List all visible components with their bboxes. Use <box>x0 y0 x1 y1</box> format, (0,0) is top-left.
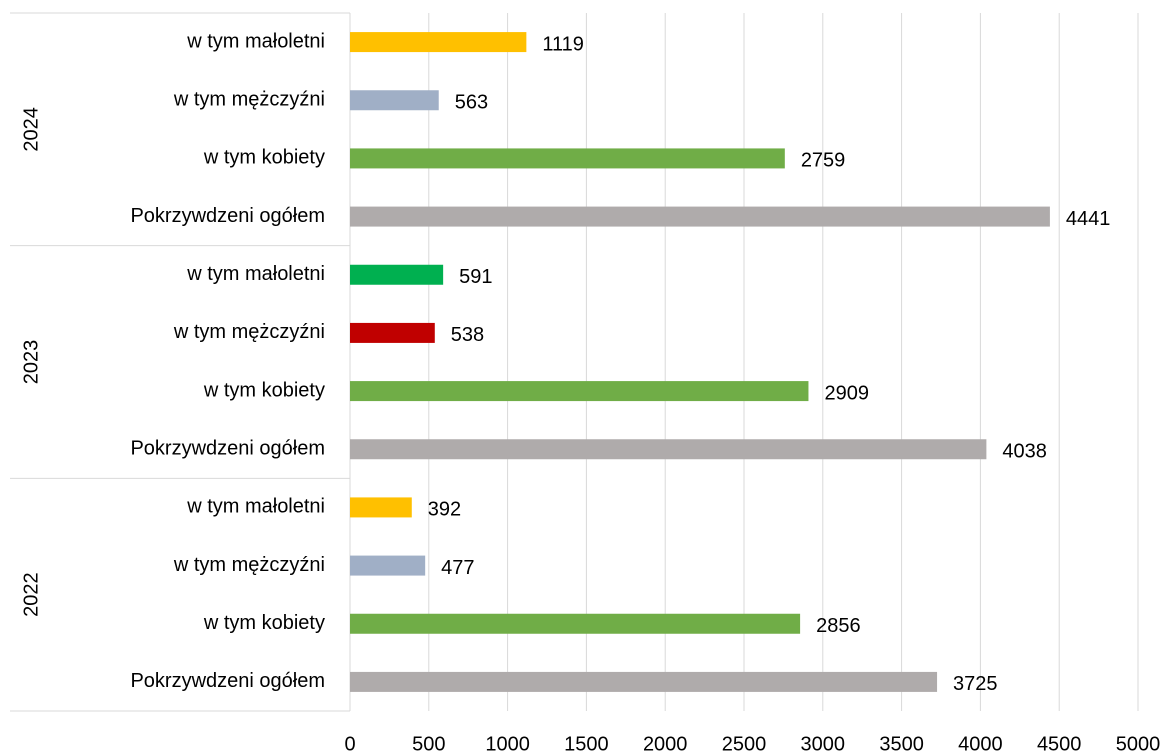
category-label: Pokrzywdzeni ogółem <box>130 438 325 460</box>
bar <box>350 613 801 634</box>
value-label: 4038 <box>1002 441 1047 463</box>
category-label: w tym małoletni <box>186 496 325 518</box>
bar <box>350 439 987 460</box>
value-label: 538 <box>451 324 484 346</box>
value-label: 3725 <box>953 673 998 695</box>
x-tick-label: 500 <box>412 733 445 755</box>
x-tick-label: 1000 <box>485 733 530 755</box>
value-label: 563 <box>455 92 488 114</box>
value-label: 2759 <box>801 150 846 172</box>
bar <box>350 32 527 53</box>
category-label: w tym kobiety <box>203 612 325 634</box>
bar <box>350 497 412 518</box>
value-label: 2909 <box>824 382 869 404</box>
category-label: w tym kobiety <box>203 147 325 169</box>
bar <box>350 322 435 343</box>
bar <box>350 555 426 576</box>
value-label: 1119 <box>542 33 584 55</box>
x-tick-label: 1500 <box>564 733 609 755</box>
value-label: 392 <box>428 499 461 521</box>
x-tick-label: 5000 <box>1116 733 1161 755</box>
bar <box>350 381 809 402</box>
group-label: 2023 <box>20 340 42 385</box>
category-label: w tym małoletni <box>186 30 325 52</box>
x-tick-label: 3000 <box>801 733 846 755</box>
bar <box>350 206 1050 227</box>
category-label: w tym mężczyźni <box>173 321 325 343</box>
bar <box>350 671 938 692</box>
x-tick-label: 4000 <box>958 733 1003 755</box>
x-tick-label: 2000 <box>643 733 688 755</box>
value-label: 591 <box>459 266 492 288</box>
category-label: w tym mężczyźni <box>173 89 325 111</box>
bar <box>350 90 439 111</box>
value-label: 477 <box>441 557 474 579</box>
value-label: 4441 <box>1066 208 1111 230</box>
category-label: Pokrzywdzeni ogółem <box>130 670 325 692</box>
x-tick-label: 4500 <box>1037 733 1082 755</box>
x-tick-label: 2500 <box>722 733 767 755</box>
x-tick-label: 3500 <box>879 733 924 755</box>
category-label: w tym małoletni <box>186 263 325 285</box>
value-label: 2856 <box>816 615 861 637</box>
group-label: 2022 <box>20 572 42 617</box>
x-tick-label: 0 <box>344 733 355 755</box>
bar <box>350 148 785 169</box>
group-label: 2024 <box>20 107 42 152</box>
bar <box>350 264 444 285</box>
category-label: Pokrzywdzeni ogółem <box>130 205 325 227</box>
category-label: w tym kobiety <box>203 379 325 401</box>
category-label: w tym mężczyźni <box>173 554 325 576</box>
